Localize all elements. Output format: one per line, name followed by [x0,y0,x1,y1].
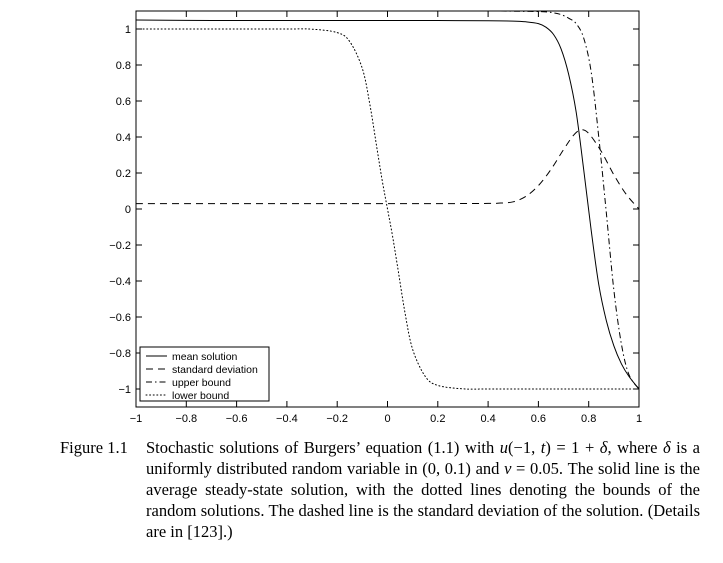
caption-math-symbol: ν [504,459,512,478]
series-line-upper-bound [135,10,640,390]
series-layer [135,10,640,390]
y-tick-label: 0.2 [116,168,131,180]
x-tick-label: 0.8 [581,413,596,425]
caption-math-symbol: δ [662,438,671,457]
caption-text: Stochastic solutions of Burgers’ equatio… [146,437,700,542]
caption-math-symbol: δ [599,438,608,457]
series-line-mean-solution [135,19,640,390]
x-tick-label: 0 [384,413,390,425]
x-tick-label: −0.2 [326,413,348,425]
series-line-lower-bound [135,28,640,390]
figure-caption: Figure 1.1 Stochastic solutions of Burge… [60,437,700,542]
caption-math-symbol: u [499,438,509,457]
y-tick-label: 0.6 [116,96,131,108]
caption-math-symbol: t [540,438,546,457]
x-tick-label: 0.6 [531,413,546,425]
y-tick-label: 0.4 [116,132,131,144]
caption-text-run: ) = 1 + [545,438,600,457]
caption-text-run: , where [607,438,663,457]
x-tick-label: −0.8 [175,413,197,425]
x-tick-label: 0.4 [480,413,495,425]
caption-text-run: (−1, [508,438,541,457]
x-tick-label: 1 [636,413,642,425]
y-tick-label: −0.2 [109,240,131,252]
axis-ticks: −1 −0.8 −0.6 −0.4 −0.2 0 0.2 0.4 0.6 0.8 1 −1 −0.8 −0… [109,11,642,425]
caption-text-run: is a uniformly distributed random variab… [146,438,700,478]
x-tick-label: −0.4 [276,413,298,425]
y-tick-label: 0.8 [116,60,131,72]
y-tick-label: −0.6 [109,312,131,324]
y-tick-label: 0 [125,204,131,216]
figure-label: Figure 1.1 [60,438,128,457]
caption-text-run: = 0.05. The solid line is the average st… [146,459,700,541]
x-tick-label: −0.6 [226,413,248,425]
x-tick-label: −1 [130,413,143,425]
legend-label-mean-solution: mean solution [172,351,238,363]
chart: −1 −0.8 −0.6 −0.4 −0.2 0 0.2 0.4 0.6 0.8 1 −1 −0.8 −0… [109,10,642,425]
series-line-standard-deviation [135,129,640,210]
legend-label-upper-bound: upper bound [172,377,231,389]
y-tick-label: −1 [118,384,131,396]
y-tick-label: −0.4 [109,276,131,288]
caption-text-run: Stochastic solutions of Burgers’ equatio… [146,438,500,457]
y-tick-label: −0.8 [109,348,131,360]
legend-label-standard-deviation: standard deviation [172,364,258,376]
y-tick-label: 1 [125,24,131,36]
x-tick-label: 0.2 [430,413,445,425]
legend-label-lower-bound: lower bound [172,390,229,402]
